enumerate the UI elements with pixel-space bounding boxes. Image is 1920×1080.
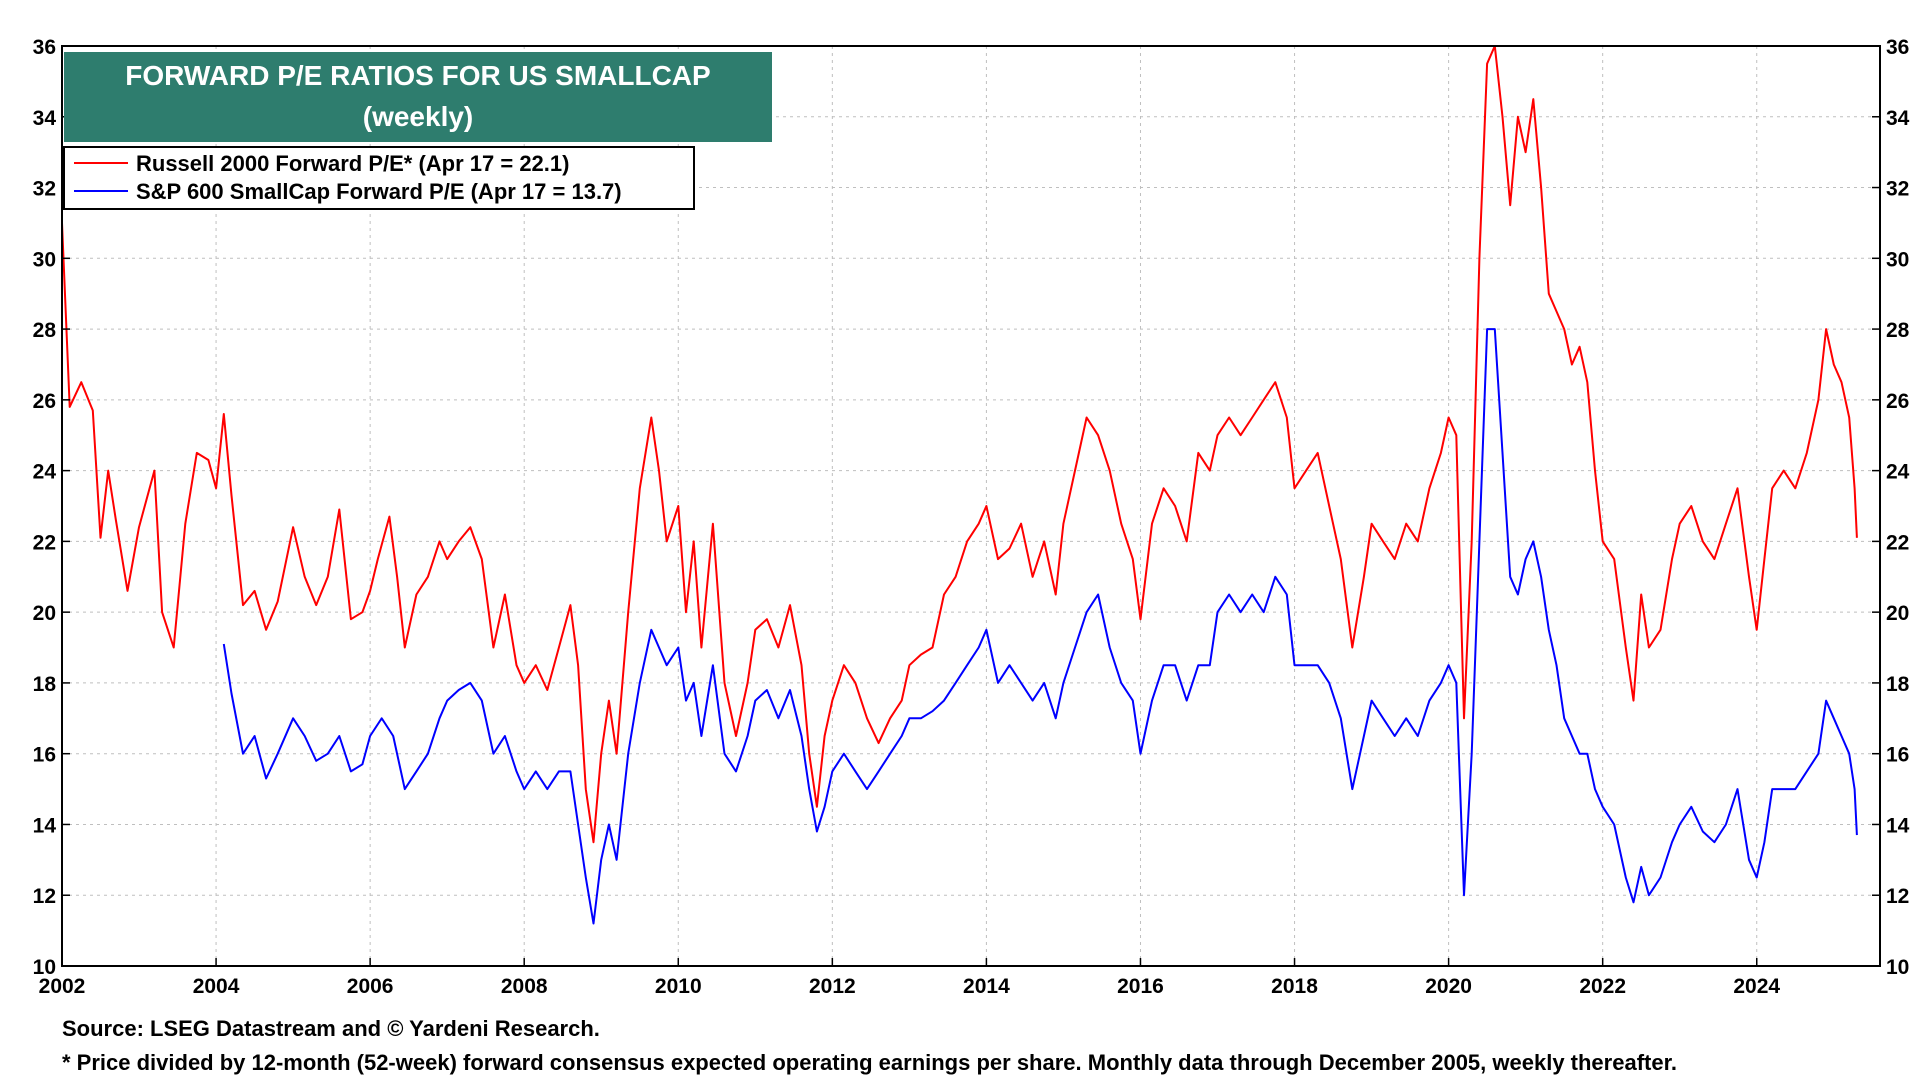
y-tick-label: 36: [33, 36, 56, 59]
x-tick-label: 2014: [963, 975, 1010, 998]
y-tick-label: 18: [1886, 673, 1910, 696]
chart-title: FORWARD P/E RATIOS FOR US SMALLCAP: [125, 60, 710, 91]
y-tick-label: 36: [1886, 36, 1909, 59]
y-tick-label: 26: [1886, 390, 1909, 413]
y-tick-label: 32: [1886, 178, 1909, 201]
footnote: * Price divided by 12-month (52-week) fo…: [62, 1050, 1678, 1075]
y-tick-label: 16: [33, 744, 56, 767]
x-tick-label: 2010: [655, 975, 702, 998]
series-line-russell-2000: [62, 46, 1858, 844]
source-note: Source: LSEG Datastream and © Yardeni Re…: [62, 1016, 600, 1041]
x-tick-label: 2002: [39, 975, 86, 998]
y-tick-label: 30: [1886, 248, 1909, 271]
y-tick-label: 24: [1886, 461, 1910, 484]
legend-box: [63, 146, 695, 210]
y-tick-label: 30: [33, 248, 56, 271]
y-tick-label: 12: [1886, 885, 1909, 908]
y-tick-label: 34: [33, 107, 57, 130]
x-tick-label: 2024: [1733, 975, 1780, 998]
y-tick-label: 12: [33, 885, 56, 908]
y-tick-label: 10: [1886, 956, 1909, 979]
x-tick-label: 2018: [1271, 975, 1318, 998]
y-tick-label: 22: [1886, 531, 1909, 554]
x-tick-label: 2022: [1579, 975, 1626, 998]
y-tick-label: 18: [33, 673, 57, 696]
y-tick-label: 20: [1886, 602, 1909, 625]
y-tick-label: 16: [1886, 744, 1909, 767]
title-box: FORWARD P/E RATIOS FOR US SMALLCAP (week…: [64, 52, 772, 142]
y-tick-label: 14: [1886, 814, 1910, 837]
grid: [62, 46, 1880, 966]
chart-subtitle: (weekly): [363, 101, 474, 132]
y-tick-label: 28: [33, 319, 57, 342]
x-tick-label: 2006: [347, 975, 394, 998]
legend: Russell 2000 Forward P/E* (Apr 17 = 22.1…: [63, 146, 695, 210]
legend-label-russell: Russell 2000 Forward P/E* (Apr 17 = 22.1…: [136, 151, 569, 176]
y-tick-label: 14: [33, 814, 57, 837]
y-tick-label: 10: [33, 956, 56, 979]
y-tick-label: 26: [33, 390, 56, 413]
x-tick-label: 2016: [1117, 975, 1164, 998]
plot-area-frame: [61, 45, 1881, 967]
y-tick-label: 22: [33, 531, 56, 554]
series-line-sp-600: [222, 328, 1858, 925]
y-tick-label: 24: [33, 461, 57, 484]
y-tick-label: 32: [33, 178, 56, 201]
title-background: [64, 52, 772, 142]
y-tick-label: 28: [1886, 319, 1910, 342]
y-tick-label: 20: [33, 602, 56, 625]
x-tick-label: 2012: [809, 975, 856, 998]
legend-label-sp600: S&P 600 SmallCap Forward P/E (Apr 17 = 1…: [136, 179, 622, 204]
series-layer: [62, 46, 1858, 925]
x-tick-label: 2004: [193, 975, 240, 998]
x-tick-label: 2008: [501, 975, 548, 998]
y-tick-label: 34: [1886, 107, 1910, 130]
x-tick-label: 2020: [1425, 975, 1472, 998]
